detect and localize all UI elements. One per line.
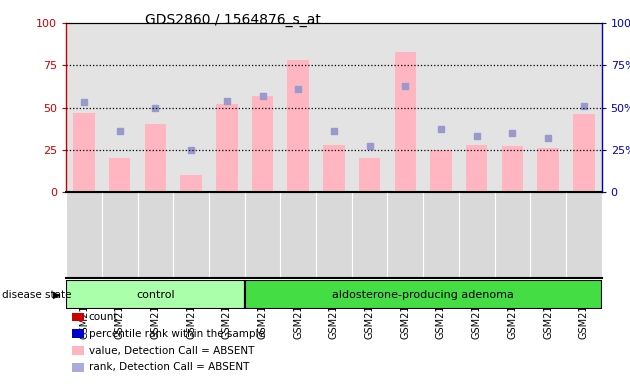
Text: percentile rank within the sample: percentile rank within the sample [89, 329, 265, 339]
Bar [495, 23, 530, 192]
Bar [316, 192, 352, 278]
Bar [244, 23, 280, 192]
Bar [501, 146, 523, 192]
Bar [566, 192, 602, 278]
Bar [173, 192, 209, 278]
Point [400, 83, 410, 89]
Point [365, 143, 375, 149]
Point [329, 128, 339, 134]
Bar [316, 23, 352, 192]
Bar [209, 23, 244, 192]
Point [543, 135, 553, 141]
Bar [387, 192, 423, 278]
Point [293, 86, 303, 92]
Bar [287, 60, 309, 192]
Point [222, 98, 232, 104]
Point [436, 126, 446, 132]
Point [472, 133, 482, 139]
Point [186, 147, 196, 153]
Bar [459, 23, 495, 192]
Text: control: control [136, 290, 175, 300]
Bar [430, 150, 452, 192]
Bar [66, 192, 102, 278]
Bar [423, 23, 459, 192]
Bar [573, 114, 595, 192]
Bar [280, 192, 316, 278]
Bar [66, 280, 244, 309]
Bar [137, 23, 173, 192]
Bar [394, 52, 416, 192]
Bar [359, 158, 381, 192]
Bar [137, 192, 173, 278]
Bar [280, 23, 316, 192]
Point [79, 99, 89, 106]
Bar [145, 124, 166, 192]
Bar [495, 192, 530, 278]
Bar [173, 23, 209, 192]
Text: rank, Detection Call = ABSENT: rank, Detection Call = ABSENT [89, 362, 249, 372]
Bar [352, 192, 387, 278]
Bar [66, 23, 102, 192]
Point [507, 130, 517, 136]
Bar [102, 23, 137, 192]
Text: GDS2860 / 1564876_s_at: GDS2860 / 1564876_s_at [145, 13, 321, 27]
Bar [537, 148, 559, 192]
Bar [459, 192, 495, 278]
Bar [109, 158, 130, 192]
Bar [102, 192, 137, 278]
Bar [244, 280, 602, 309]
Bar [73, 113, 94, 192]
Bar [216, 104, 238, 192]
Bar [180, 175, 202, 192]
Bar [387, 23, 423, 192]
Bar [352, 23, 387, 192]
Text: disease state: disease state [2, 290, 71, 300]
Bar [252, 96, 273, 192]
Text: value, Detection Call = ABSENT: value, Detection Call = ABSENT [89, 346, 255, 356]
Bar [466, 145, 488, 192]
Text: aldosterone-producing adenoma: aldosterone-producing adenoma [332, 290, 514, 300]
Bar [530, 23, 566, 192]
Text: ▶: ▶ [53, 290, 60, 300]
Point [258, 93, 268, 99]
Bar [423, 192, 459, 278]
Point [151, 104, 161, 111]
Bar [566, 23, 602, 192]
Bar [244, 192, 280, 278]
Bar [530, 192, 566, 278]
Bar [209, 192, 244, 278]
Point [579, 103, 589, 109]
Point [115, 128, 125, 134]
Text: count: count [89, 312, 118, 322]
Bar [323, 145, 345, 192]
